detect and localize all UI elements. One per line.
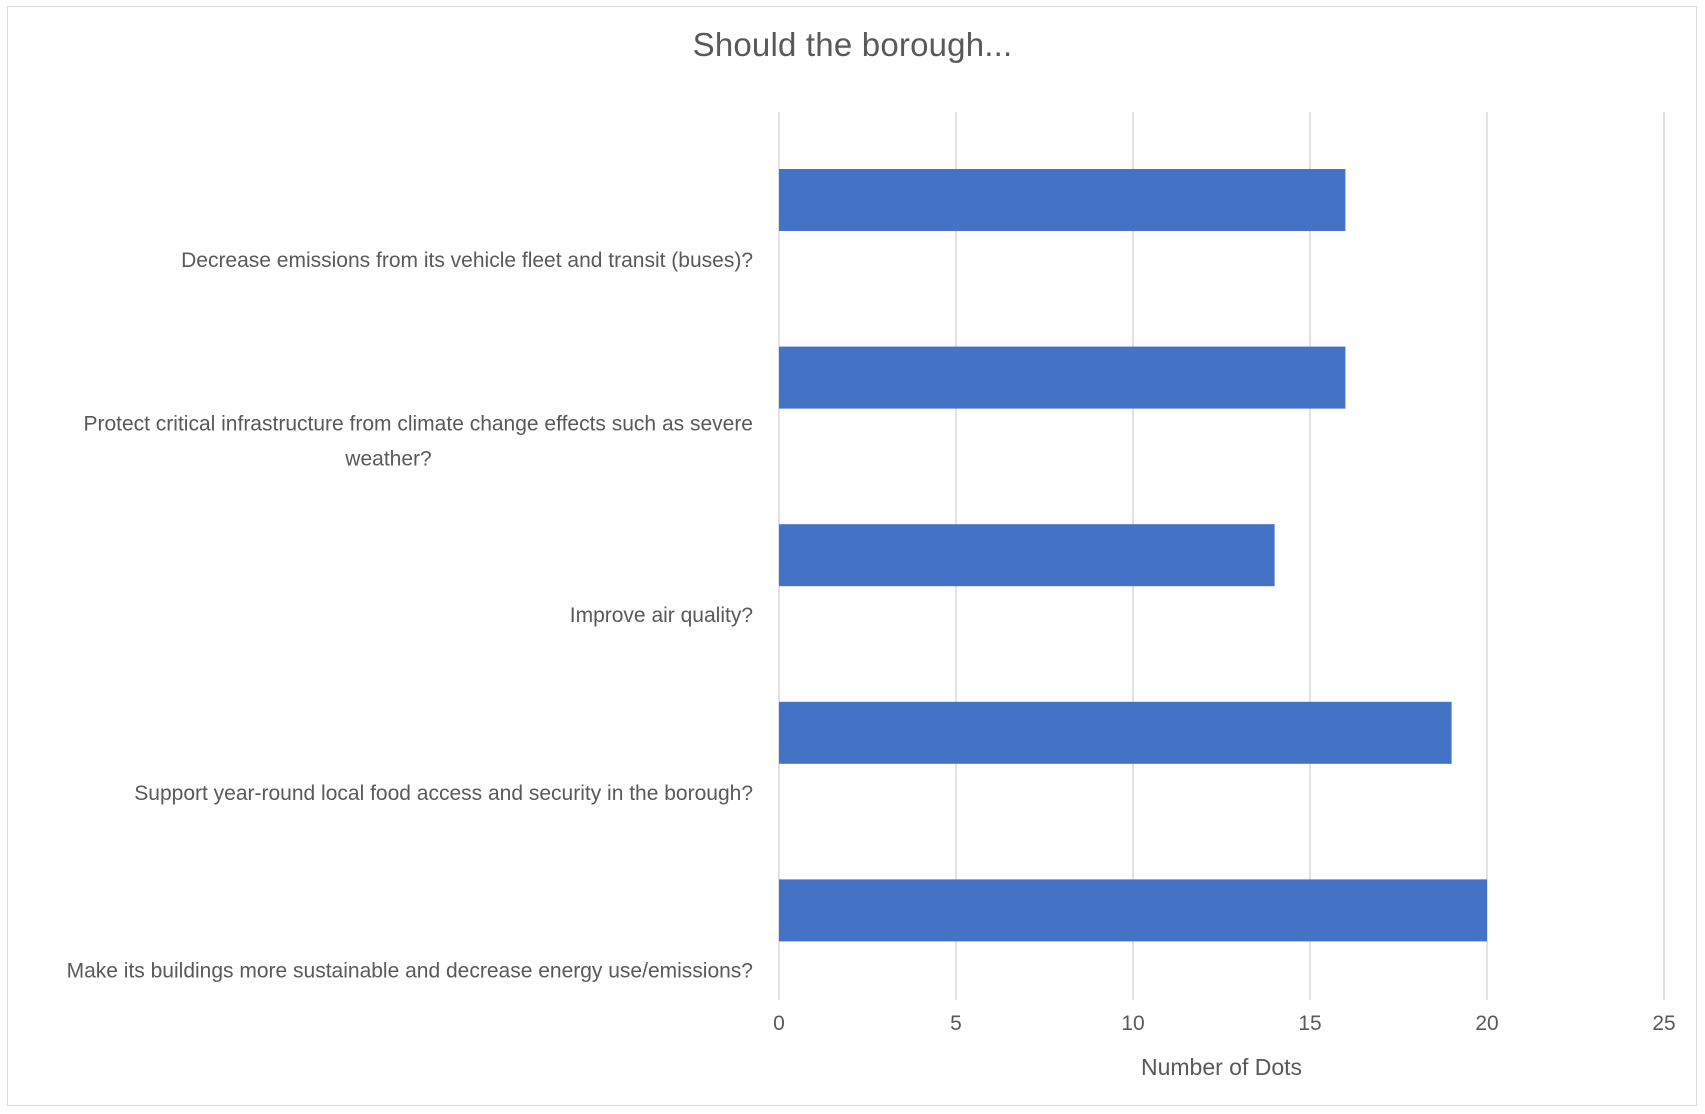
category-label: Improve air quality? xyxy=(570,604,753,627)
category-label-line: Make its buildings more sustainable and … xyxy=(67,959,753,982)
bar xyxy=(779,524,1275,587)
category-label-line: Support year-round local food access and… xyxy=(134,782,753,805)
bar xyxy=(779,701,1452,764)
bars xyxy=(779,169,1487,942)
category-label-line: Improve air quality? xyxy=(570,604,753,627)
x-tick-label: 10 xyxy=(1121,1012,1144,1035)
chart-title: Should the borough... xyxy=(692,26,1013,63)
x-tick-labels: 0 5 10 15 20 25 xyxy=(773,1012,1676,1035)
bar xyxy=(779,346,1346,409)
category-label: Make its buildings more sustainable and … xyxy=(67,959,753,982)
category-label-line: weather? xyxy=(344,448,431,471)
x-tick-label: 5 xyxy=(950,1012,962,1035)
bar xyxy=(779,879,1487,942)
x-tick-label: 0 xyxy=(773,1012,785,1035)
category-label-line: Protect critical infrastructure from cli… xyxy=(83,413,753,436)
category-label: Support year-round local food access and… xyxy=(134,782,753,805)
category-label: Protect critical infrastructure from cli… xyxy=(83,413,753,471)
x-axis-title: Number of Dots xyxy=(1141,1054,1302,1080)
x-tick-label: 15 xyxy=(1298,1012,1321,1035)
x-tick-label: 20 xyxy=(1475,1012,1498,1035)
x-tick-label: 25 xyxy=(1652,1012,1675,1035)
bar xyxy=(779,169,1346,231)
category-labels: Decrease emissions from its vehicle flee… xyxy=(67,249,753,982)
category-label-line: Decrease emissions from its vehicle flee… xyxy=(181,249,753,272)
category-label: Decrease emissions from its vehicle flee… xyxy=(181,249,753,272)
